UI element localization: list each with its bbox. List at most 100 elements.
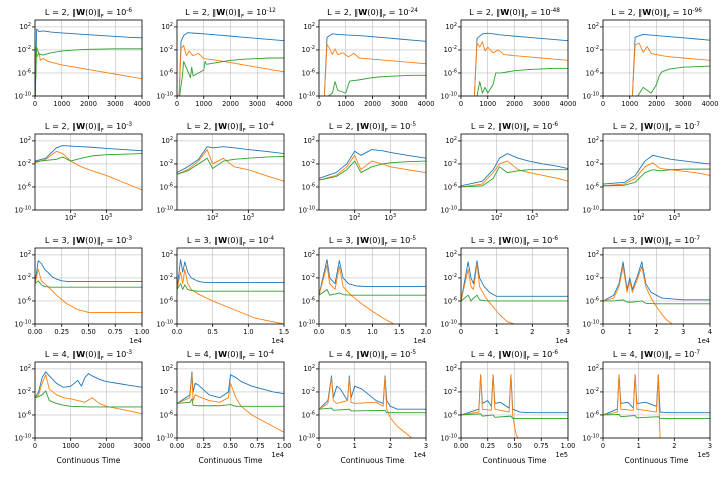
y-tick-label: 10-6 (444, 68, 457, 77)
plot-frame (176, 247, 285, 325)
plot-frame (460, 247, 569, 325)
panel-title: L = 2, ‖W(0)‖F = 10-5 (329, 121, 417, 134)
line-series-1 (177, 259, 284, 290)
line-series-1 (603, 154, 710, 185)
y-tick-label: 10-10 (583, 433, 599, 442)
line-series-3 (637, 65, 710, 96)
panel-15: 102 10-2 10-6 10-100 1 2 3 4 L = 3, ‖W(0)‖F = 10… (583, 235, 713, 345)
panel-title: L = 2, ‖W(0)‖F = 10-4 (187, 121, 275, 134)
y-tick-label: 10-2 (586, 387, 599, 396)
panel-1: 102 10-2 10-6 10-100 1000 2000 3000 4000 L = 2, … (15, 7, 151, 108)
plot-frame (460, 361, 569, 439)
x-tick-label: 1 (628, 328, 632, 336)
x-tick-label: 0.00 (454, 442, 469, 450)
line-series-2 (35, 374, 142, 415)
x-tick-label: 0 (317, 442, 321, 450)
y-tick-label: 102 (19, 250, 31, 259)
x-tick-label: 2000 (222, 100, 239, 108)
y-tick-label: 10-2 (302, 45, 315, 54)
y-tick-label: 10-2 (586, 45, 599, 54)
y-tick-label: 10-6 (444, 182, 457, 191)
y-tick-label: 10-10 (15, 319, 31, 328)
x-tick-label: 3 (681, 328, 685, 336)
x-tick-label: 0.50 (81, 328, 96, 336)
line-series-1 (461, 260, 568, 302)
panel-14: 102 10-2 10-6 10-100 1 2 3 L = 3, ‖W(0)‖F = 10-… (441, 235, 571, 345)
y-tick-label: 10-6 (18, 296, 31, 305)
y-tick-label: 10-6 (160, 68, 173, 77)
y-tick-label: 10-2 (18, 387, 31, 396)
y-tick-label: 10-2 (444, 273, 457, 282)
line-series-2 (461, 263, 515, 324)
x-tick-label: 4000 (418, 100, 435, 108)
panel-title: L = 2, ‖W(0)‖F = 10-96 (611, 7, 702, 20)
y-tick-label: 102 (161, 136, 173, 145)
x-tick-label: 0.25 (480, 442, 495, 450)
plot-frame (34, 19, 143, 97)
line-series-1 (35, 371, 142, 398)
x-tick-label: 0.75 (250, 442, 265, 450)
panel-2: 102 10-2 10-6 10-100 1000 2000 3000 4000 L = 2, … (157, 7, 293, 108)
panel-7: 102 10-2 10-6 10-10 102 103 L = 2, ‖W(0)‖F = 1… (157, 121, 285, 222)
panel-4: 102 10-2 10-6 10-100 1000 2000 3000 4000 L = 2, … (441, 7, 577, 108)
panel-title: L = 2, ‖W(0)‖F = 10-48 (469, 7, 560, 20)
y-tick-label: 10-2 (18, 159, 31, 168)
x-tick-label: 2.0 (421, 328, 432, 336)
x-tick-label: 0.25 (196, 442, 211, 450)
x-tick-label: 2000 (364, 100, 381, 108)
y-tick-label: 10-2 (160, 387, 173, 396)
x-tick-label: 102 (65, 213, 77, 222)
line-series-2 (631, 42, 710, 96)
x-tick-label: 0.25 (54, 328, 69, 336)
y-tick-label: 10-6 (444, 296, 457, 305)
y-tick-label: 102 (445, 250, 457, 259)
y-tick-label: 10-6 (302, 182, 315, 191)
plot-frame (318, 19, 427, 97)
panel-title: L = 3, ‖W(0)‖F = 10-5 (329, 235, 417, 248)
plot-frame (34, 247, 143, 325)
x-tick-label: 1.5 (279, 328, 290, 336)
y-tick-label: 10-2 (302, 273, 315, 282)
panel-3: 102 10-2 10-6 10-100 1000 2000 3000 4000 L = 2, … (299, 7, 435, 108)
y-tick-label: 10-6 (586, 410, 599, 419)
x-tick-label: 4000 (134, 100, 151, 108)
x-tick-label: 0 (459, 100, 463, 108)
y-tick-label: 10-10 (157, 205, 173, 214)
x-axis-label: Continuous Time (483, 456, 547, 465)
y-tick-label: 102 (303, 364, 315, 373)
x-tick-label: 4000 (276, 100, 293, 108)
x-tick-label: 1000 (479, 100, 496, 108)
x-tick-label: 4 (708, 328, 712, 336)
line-series-1 (319, 259, 426, 296)
x-offset-label: 1e4 (130, 337, 142, 345)
y-tick-label: 10-6 (18, 410, 31, 419)
x-tick-label: 1000 (53, 100, 70, 108)
line-series-2 (35, 46, 142, 96)
y-tick-label: 102 (161, 364, 173, 373)
y-tick-label: 10-6 (586, 68, 599, 77)
y-tick-label: 10-10 (441, 319, 457, 328)
x-tick-label: 102 (349, 213, 361, 222)
y-tick-label: 102 (303, 250, 315, 259)
y-tick-label: 10-6 (444, 410, 457, 419)
line-series-1 (323, 33, 426, 96)
x-tick-label: 2 (530, 328, 534, 336)
line-series-3 (603, 413, 710, 419)
plot-frame (176, 361, 285, 439)
x-tick-label: 3000 (675, 100, 692, 108)
line-series-3 (319, 289, 426, 296)
y-tick-label: 10-10 (299, 91, 315, 100)
x-tick-label: 0.50 (223, 442, 238, 450)
line-series-3 (35, 153, 142, 163)
y-tick-label: 10-6 (586, 182, 599, 191)
y-tick-label: 10-10 (15, 205, 31, 214)
panel-11: 102 10-2 10-6 10-100.00 0.25 0.50 0.75 1.00 L = … (15, 235, 150, 345)
y-tick-label: 10-10 (15, 433, 31, 442)
panel-title: L = 2, ‖W(0)‖F = 10-7 (613, 121, 701, 134)
line-series-3 (319, 160, 426, 181)
x-tick-label: 1.5 (394, 328, 405, 336)
y-tick-label: 10-2 (18, 45, 31, 54)
x-tick-label: 0 (459, 328, 463, 336)
y-tick-label: 10-10 (441, 91, 457, 100)
x-axis-label: Continuous Time (341, 456, 405, 465)
